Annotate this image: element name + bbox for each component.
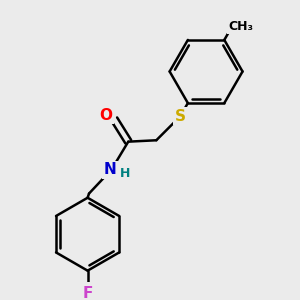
Text: N: N (104, 162, 116, 177)
Text: F: F (82, 286, 93, 300)
Text: H: H (120, 167, 130, 180)
Text: CH₃: CH₃ (229, 20, 253, 33)
Text: O: O (99, 107, 112, 122)
Text: S: S (175, 109, 186, 124)
